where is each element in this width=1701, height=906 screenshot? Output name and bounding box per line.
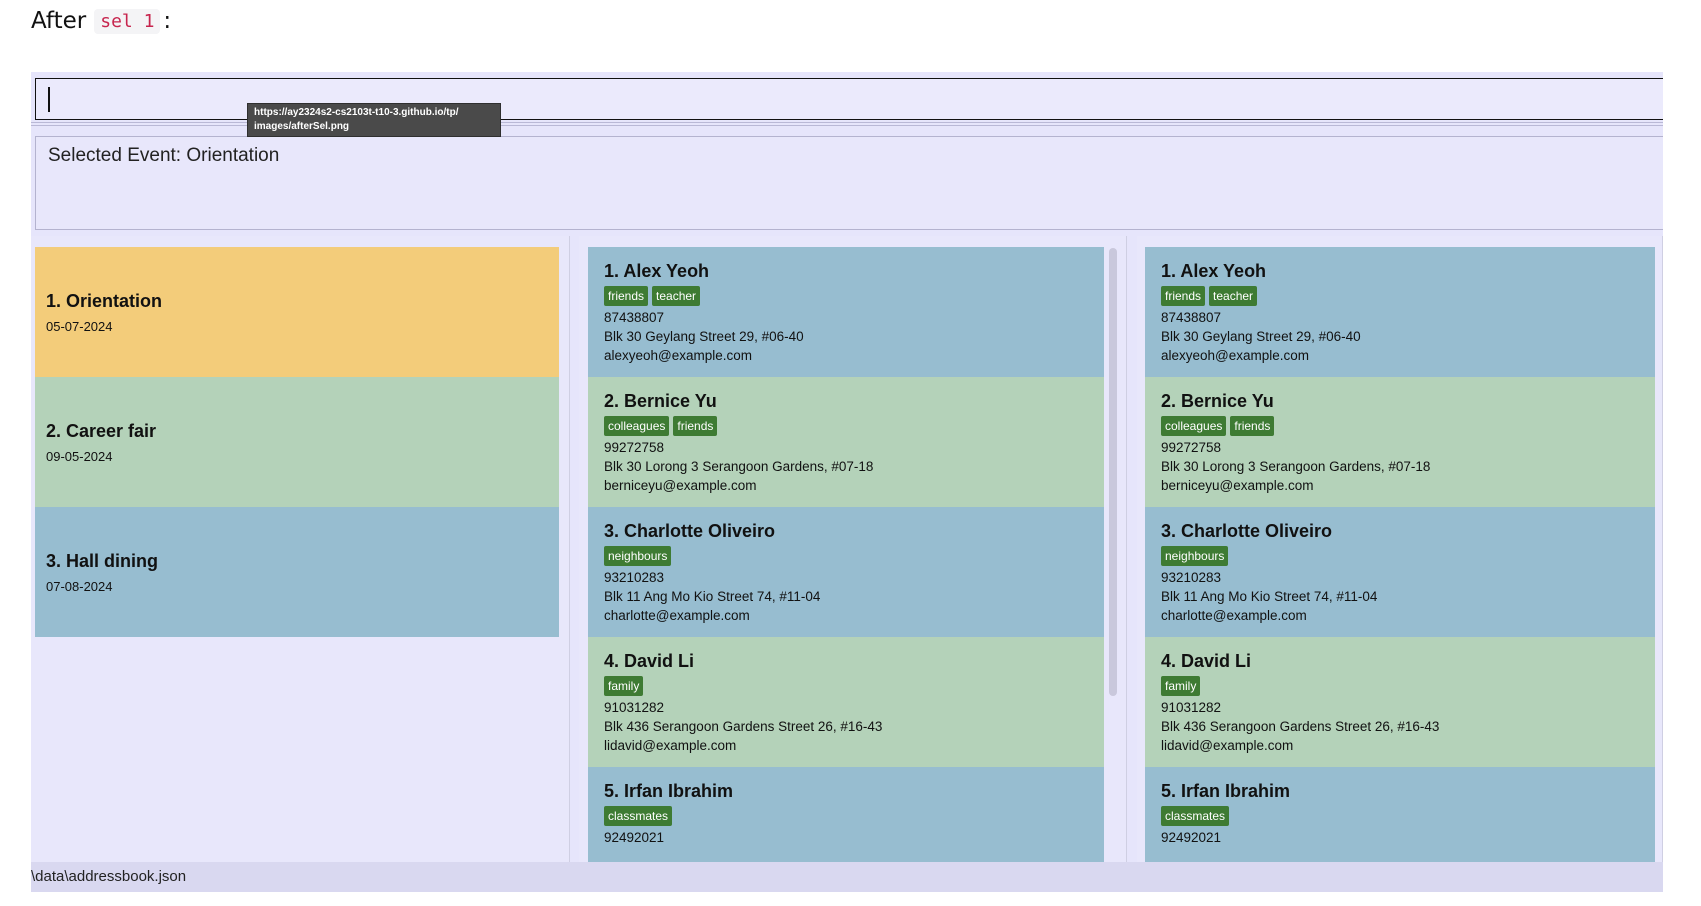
tag-list: neighbours bbox=[1161, 546, 1639, 566]
event-date: 05-07-2024 bbox=[46, 319, 113, 334]
person-address: Blk 30 Geylang Street 29, #06-40 bbox=[604, 329, 804, 344]
event-card[interactable]: 3. Hall dining 07-08-2024 bbox=[35, 507, 559, 637]
person-phone: 92492021 bbox=[604, 830, 665, 845]
tag: family bbox=[604, 676, 644, 696]
person-card[interactable]: 2. Bernice Yu colleagues friends 9927275… bbox=[588, 377, 1104, 507]
tag: friends bbox=[604, 286, 649, 306]
person-address: Blk 436 Serangoon Gardens Street 26, #16… bbox=[1161, 719, 1440, 734]
tag-list: friends teacher bbox=[1161, 286, 1639, 306]
person-address: Blk 30 Geylang Street 29, #06-40 bbox=[1161, 329, 1361, 344]
tag: teacher bbox=[652, 286, 701, 306]
person-address: Blk 11 Ang Mo Kio Street 74, #11-04 bbox=[1161, 589, 1378, 604]
tag-list: neighbours bbox=[604, 546, 1088, 566]
event-title: 1. Orientation bbox=[46, 291, 163, 311]
person-name: 5. Irfan Ibrahim bbox=[1161, 781, 1291, 801]
person-card[interactable]: 2. Bernice Yu colleagues friends 9927275… bbox=[1145, 377, 1655, 507]
status-bar: \data\addressbook.json bbox=[31, 862, 1663, 892]
person-list-scrollbar[interactable] bbox=[1105, 236, 1121, 862]
person-email: alexyeoh@example.com bbox=[604, 348, 753, 363]
tag: colleagues bbox=[1161, 416, 1227, 436]
person-phone: 99272758 bbox=[604, 440, 665, 455]
tag: family bbox=[1161, 676, 1201, 696]
person-email: charlotte@example.com bbox=[604, 608, 750, 623]
person-card[interactable]: 4. David Li family 91031282 Blk 436 Sera… bbox=[588, 637, 1104, 767]
person-phone: 92492021 bbox=[1161, 830, 1222, 845]
tag: friends bbox=[1230, 416, 1275, 436]
tag: friends bbox=[673, 416, 718, 436]
person-card[interactable]: 4. David Li family 91031282 Blk 436 Sera… bbox=[1145, 637, 1655, 767]
event-list-panel: 1. Orientation 05-07-2024 2. Career fair… bbox=[31, 236, 570, 862]
heading-suffix: : bbox=[163, 8, 172, 34]
person-phone: 93210283 bbox=[604, 570, 665, 585]
text-caret bbox=[48, 87, 50, 112]
tag-list: family bbox=[1161, 676, 1639, 696]
person-phone: 91031282 bbox=[1161, 700, 1222, 715]
person-card[interactable]: 1. Alex Yeoh friends teacher 87438807 Bl… bbox=[588, 247, 1104, 377]
person-name: 3. Charlotte Oliveiro bbox=[1161, 521, 1333, 541]
person-phone: 93210283 bbox=[1161, 570, 1222, 585]
event-card-selected[interactable]: 1. Orientation 05-07-2024 bbox=[35, 247, 559, 377]
event-date: 07-08-2024 bbox=[46, 579, 113, 594]
tag: classmates bbox=[604, 806, 673, 826]
result-text: Selected Event: Orientation bbox=[48, 145, 280, 166]
person-name: 4. David Li bbox=[1161, 651, 1252, 671]
person-list-panel: 1. Alex Yeoh friends teacher 87438807 Bl… bbox=[579, 236, 1127, 862]
tag: neighbours bbox=[604, 546, 672, 566]
tag: classmates bbox=[1161, 806, 1230, 826]
person-email: lidavid@example.com bbox=[604, 738, 737, 753]
command-code: sel 1 bbox=[94, 8, 161, 34]
event-card[interactable]: 2. Career fair 09-05-2024 bbox=[35, 377, 559, 507]
person-name: 1. Alex Yeoh bbox=[604, 261, 710, 281]
person-address: Blk 30 Lorong 3 Serangoon Gardens, #07-1… bbox=[604, 459, 874, 474]
person-phone: 87438807 bbox=[604, 310, 665, 325]
tag-list: colleagues friends bbox=[1161, 416, 1639, 436]
person-phone: 99272758 bbox=[1161, 440, 1222, 455]
result-display: Selected Event: Orientation bbox=[35, 136, 1663, 230]
person-email: berniceyu@example.com bbox=[604, 478, 757, 493]
event-person-list-panel: 1. Alex Yeoh friends teacher 87438807 Bl… bbox=[1137, 236, 1663, 862]
scrollbar-thumb[interactable] bbox=[1109, 248, 1117, 696]
person-phone: 87438807 bbox=[1161, 310, 1222, 325]
person-card[interactable]: 3. Charlotte Oliveiro neighbours 9321028… bbox=[1145, 507, 1655, 637]
person-name: 1. Alex Yeoh bbox=[1161, 261, 1267, 281]
app-window: Selected Event: Orientation 1. Orientati… bbox=[31, 72, 1663, 892]
person-name: 5. Irfan Ibrahim bbox=[604, 781, 734, 801]
tooltip-line: images/afterSel.png bbox=[254, 121, 350, 132]
tag-list: family bbox=[604, 676, 1088, 696]
tag-list: colleagues friends bbox=[604, 416, 1088, 436]
person-name: 2. Bernice Yu bbox=[604, 391, 717, 411]
person-card[interactable]: 1. Alex Yeoh friends teacher 87438807 Bl… bbox=[1145, 247, 1655, 377]
tag: friends bbox=[1161, 286, 1206, 306]
person-name: 2. Bernice Yu bbox=[1161, 391, 1274, 411]
person-address: Blk 436 Serangoon Gardens Street 26, #16… bbox=[604, 719, 883, 734]
divider bbox=[31, 125, 1663, 126]
tag-list: classmates bbox=[604, 806, 1088, 826]
person-name: 3. Charlotte Oliveiro bbox=[604, 521, 776, 541]
person-email: berniceyu@example.com bbox=[1161, 478, 1314, 493]
event-title: 2. Career fair bbox=[46, 421, 157, 441]
person-phone: 91031282 bbox=[604, 700, 665, 715]
person-email: charlotte@example.com bbox=[1161, 608, 1307, 623]
tooltip-line: https://ay2324s2-cs2103t-t10-3.github.io… bbox=[254, 107, 459, 118]
person-card[interactable]: 5. Irfan Ibrahim classmates 92492021 bbox=[588, 767, 1104, 862]
url-tooltip: https://ay2324s2-cs2103t-t10-3.github.io… bbox=[247, 103, 501, 137]
person-address: Blk 30 Lorong 3 Serangoon Gardens, #07-1… bbox=[1161, 459, 1431, 474]
tag: teacher bbox=[1209, 286, 1258, 306]
person-card[interactable]: 5. Irfan Ibrahim classmates 92492021 bbox=[1145, 767, 1655, 862]
event-date: 09-05-2024 bbox=[46, 449, 113, 464]
person-address: Blk 11 Ang Mo Kio Street 74, #11-04 bbox=[604, 589, 821, 604]
person-card[interactable]: 3. Charlotte Oliveiro neighbours 9321028… bbox=[588, 507, 1104, 637]
person-email: alexyeoh@example.com bbox=[1161, 348, 1310, 363]
heading-prefix: After bbox=[31, 8, 87, 34]
person-email: lidavid@example.com bbox=[1161, 738, 1294, 753]
status-file-path: \data\addressbook.json bbox=[31, 868, 187, 885]
doc-heading: After sel 1 : bbox=[31, 4, 171, 38]
tag-list: classmates bbox=[1161, 806, 1639, 826]
person-name: 4. David Li bbox=[604, 651, 695, 671]
tag-list: friends teacher bbox=[604, 286, 1088, 306]
tag: neighbours bbox=[1161, 546, 1229, 566]
divider bbox=[31, 122, 1663, 123]
event-title: 3. Hall dining bbox=[46, 551, 159, 571]
tag: colleagues bbox=[604, 416, 670, 436]
